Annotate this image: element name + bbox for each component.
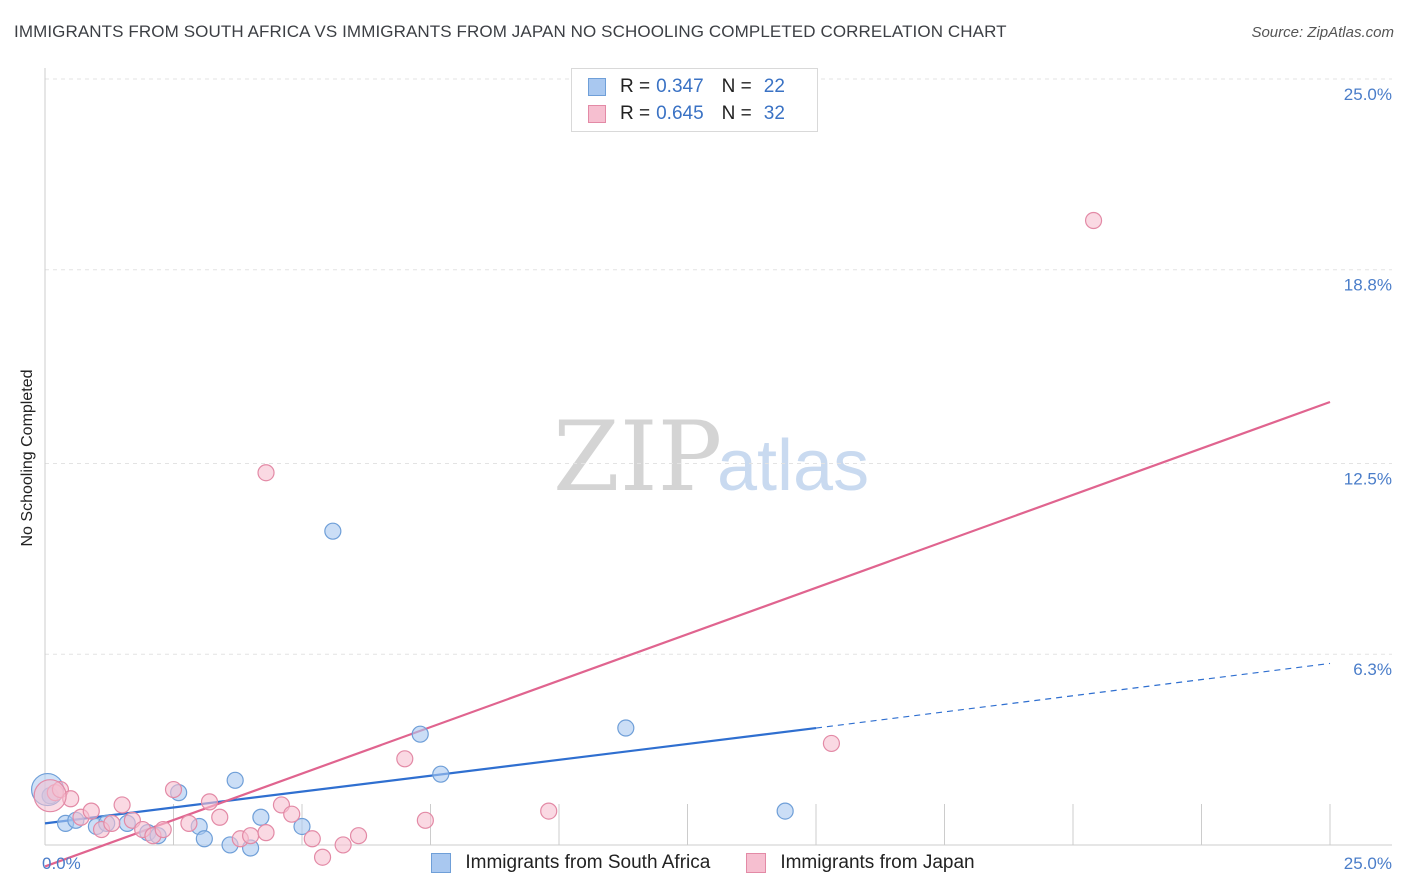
legend-swatch-south-africa bbox=[588, 78, 606, 96]
point-series-1 bbox=[416, 811, 434, 829]
y-tick-label: 12.5% bbox=[1344, 470, 1392, 489]
bottom-legend-south-africa: Immigrants from South Africa bbox=[431, 852, 710, 874]
point-series-1 bbox=[313, 848, 332, 866]
data-points bbox=[30, 211, 1103, 866]
point-series-1 bbox=[349, 827, 368, 845]
trend-lines bbox=[44, 400, 1331, 868]
point-series-1 bbox=[200, 793, 219, 811]
point-series-1 bbox=[396, 750, 414, 768]
legend-row-japan: R = 0.645 N = 32 bbox=[588, 103, 785, 125]
trend-line-extension-series-0 bbox=[815, 662, 1331, 729]
point-series-1 bbox=[113, 796, 131, 814]
point-series-1 bbox=[822, 734, 841, 753]
grid-lines bbox=[45, 78, 1392, 845]
bottom-legend: Immigrants from South Africa Immigrants … bbox=[0, 852, 1406, 874]
legend-n-label: N = bbox=[721, 103, 752, 124]
y-tick-label: 18.8% bbox=[1344, 276, 1392, 295]
point-series-1 bbox=[82, 802, 100, 820]
point-series-1 bbox=[33, 779, 67, 813]
point-series-1 bbox=[334, 836, 352, 854]
point-series-0 bbox=[324, 522, 342, 540]
trend-line-series-1 bbox=[44, 400, 1331, 868]
chart-title: IMMIGRANTS FROM SOUTH AFRICA VS IMMIGRAN… bbox=[14, 22, 1007, 41]
legend-swatch-japan bbox=[588, 105, 606, 123]
point-series-0 bbox=[411, 725, 429, 743]
watermark-atlas: atlas bbox=[717, 426, 869, 506]
point-series-1 bbox=[242, 827, 260, 845]
point-series-1 bbox=[283, 805, 301, 823]
legend-n-label: N = bbox=[721, 76, 752, 97]
point-series-0 bbox=[432, 765, 450, 783]
legend: R = 0.347 N = 22 R = 0.645 N = 32 bbox=[571, 68, 818, 132]
axes bbox=[44, 68, 1392, 846]
point-series-1 bbox=[164, 780, 183, 799]
bottom-legend-japan: Immigrants from Japan bbox=[746, 852, 975, 874]
point-series-0 bbox=[252, 808, 270, 826]
x-tick-label: 25.0% bbox=[1344, 854, 1392, 873]
point-series-0 bbox=[617, 719, 635, 737]
y-tick-label: 25.0% bbox=[1344, 85, 1392, 104]
x-tick-label: 0.0% bbox=[42, 854, 81, 873]
trend-line-series-0 bbox=[44, 726, 817, 825]
bottom-legend-swatch-japan bbox=[746, 853, 767, 873]
point-series-1 bbox=[540, 802, 558, 820]
point-series-1 bbox=[180, 814, 198, 832]
point-series-1 bbox=[303, 830, 321, 848]
legend-r-value: 0.347 bbox=[656, 76, 704, 97]
bottom-legend-label-south-africa: Immigrants from South Africa bbox=[465, 852, 711, 873]
legend-r-label: R = bbox=[620, 103, 651, 124]
point-series-1 bbox=[103, 814, 121, 832]
watermark-zip: ZIP bbox=[553, 401, 722, 513]
point-series-1 bbox=[1084, 211, 1103, 230]
legend-r-label: R = bbox=[620, 76, 651, 97]
point-series-0 bbox=[195, 830, 213, 848]
bottom-legend-swatch-south-africa bbox=[431, 853, 452, 873]
legend-r-value: 0.645 bbox=[656, 103, 704, 124]
point-series-0 bbox=[293, 817, 311, 836]
legend-n-value: 32 bbox=[763, 103, 785, 124]
point-series-1 bbox=[211, 808, 229, 826]
point-series-1 bbox=[257, 464, 275, 482]
point-series-0 bbox=[226, 771, 244, 789]
point-series-1 bbox=[257, 824, 275, 842]
point-series-1 bbox=[154, 820, 172, 839]
y-tick-label: 6.3% bbox=[1353, 660, 1392, 679]
legend-n-value: 22 bbox=[763, 76, 785, 97]
source-label: Source: ZipAtlas.com bbox=[1251, 24, 1394, 41]
legend-row-south-africa: R = 0.347 N = 22 bbox=[588, 76, 785, 98]
tick-labels: 6.3% 12.5% 18.8% 25.0% 0.0% 25.0% bbox=[42, 85, 1392, 873]
point-series-0 bbox=[776, 802, 794, 820]
bottom-legend-label-japan: Immigrants from Japan bbox=[780, 852, 975, 873]
